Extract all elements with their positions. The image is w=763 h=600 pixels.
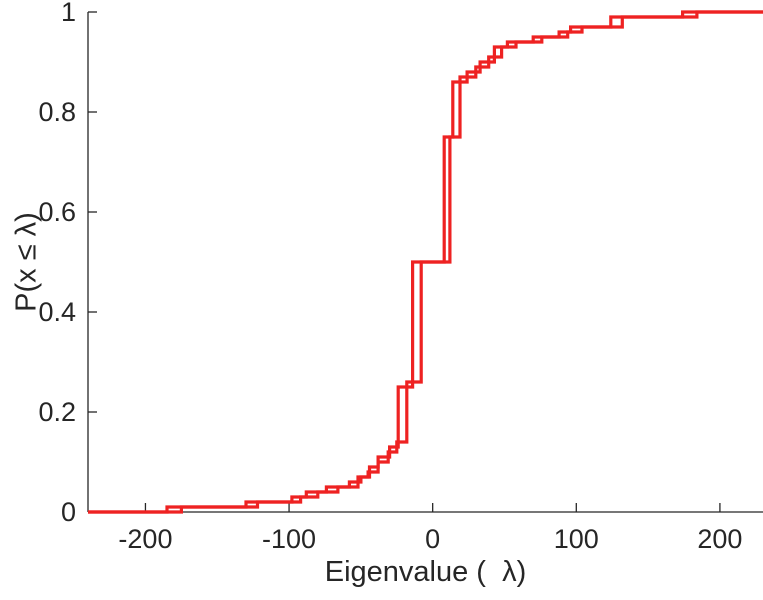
y-tick-label-0: 0 <box>61 497 76 527</box>
y-tick-label-3: 0.6 <box>38 197 76 227</box>
ecdf-curve-2 <box>88 10 763 514</box>
x-tick-label-0: -200 <box>118 524 172 554</box>
y-tick-label-4: 0.8 <box>38 97 76 127</box>
y-tick-label-5: 1 <box>61 0 76 27</box>
x-tick-label-4: 200 <box>697 524 742 554</box>
x-tick-label-3: 100 <box>554 524 599 554</box>
x-tick-label-1: -100 <box>262 524 316 554</box>
y-axis-label: P(x ≤ λ) <box>10 212 43 312</box>
x-axis-label: Eigenvalue ( λ) <box>324 556 527 588</box>
y-tick-label-2: 0.4 <box>38 297 76 327</box>
y-tick-label-1: 0.2 <box>38 397 76 427</box>
x-tick-label-2: 0 <box>425 524 440 554</box>
